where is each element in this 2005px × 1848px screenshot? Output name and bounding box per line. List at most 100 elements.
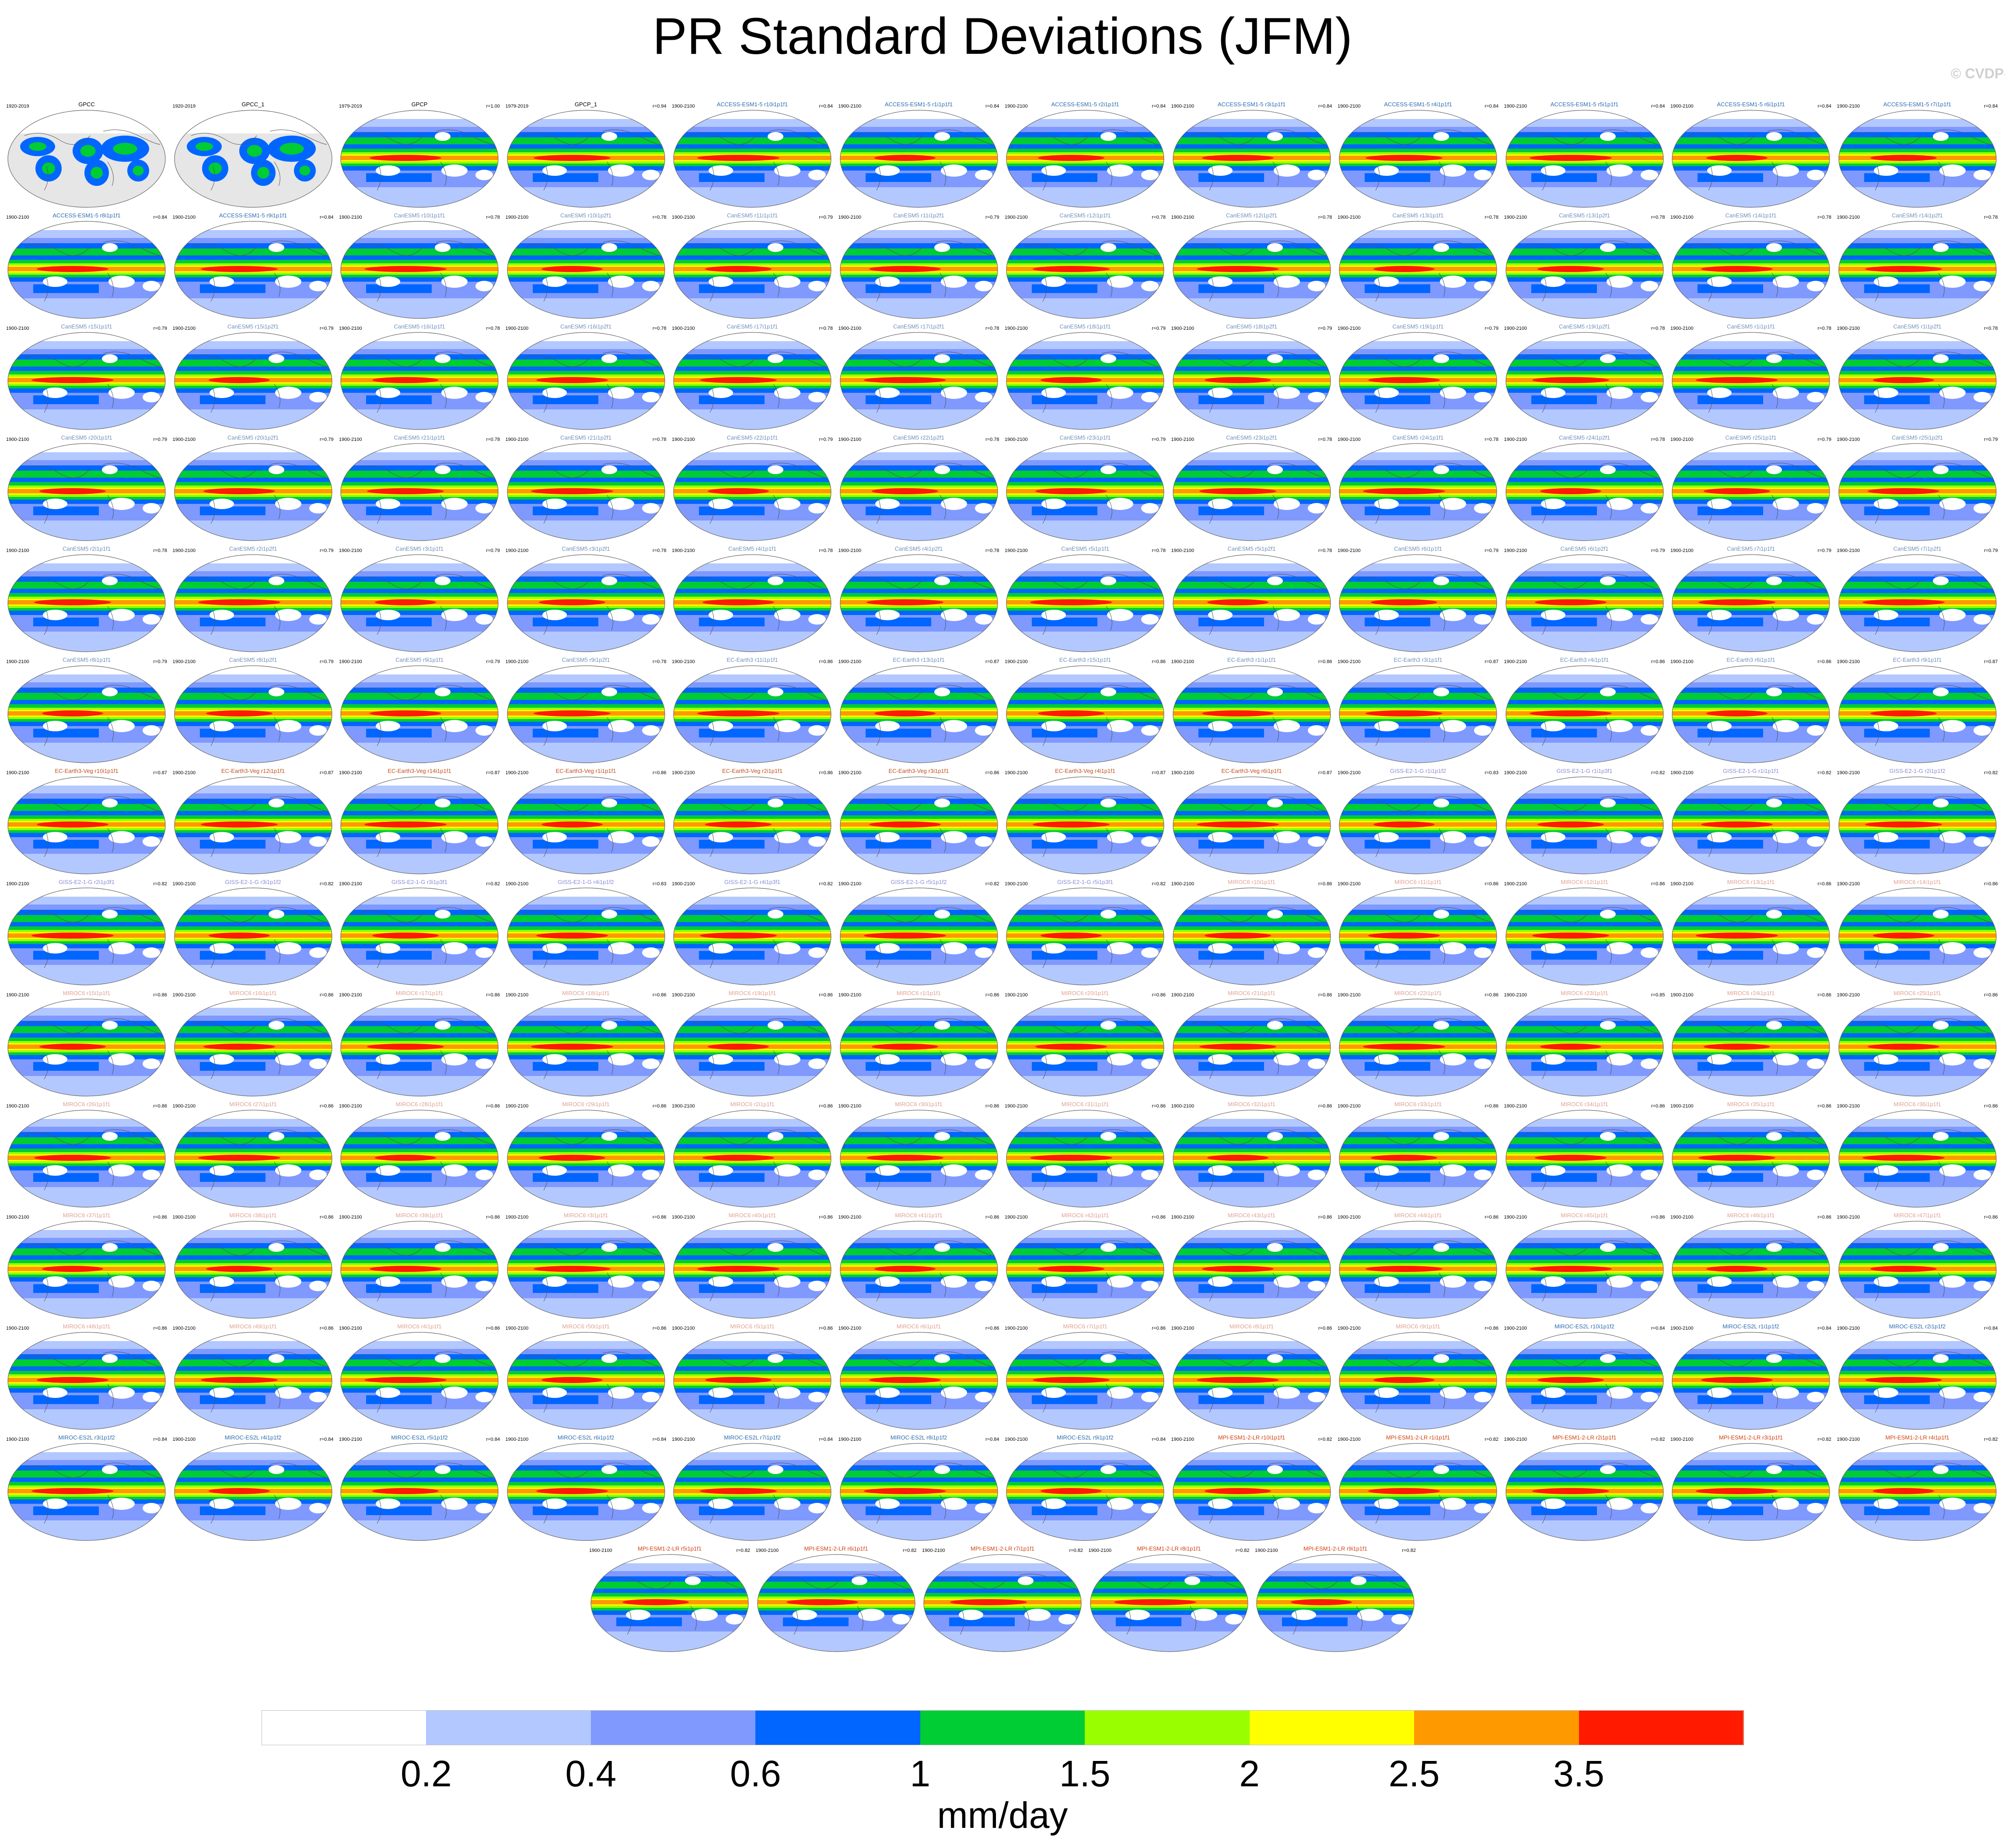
southern-ocean (174, 854, 332, 874)
dry-zone (1474, 392, 1492, 402)
dry-zone (601, 799, 617, 807)
panel-title: CanESM5 r5i1p2f1 (1227, 545, 1276, 552)
world-map (506, 443, 665, 541)
world-map (590, 1554, 749, 1652)
dry-zone (1932, 132, 1949, 141)
southern-ocean (757, 1631, 915, 1652)
dry-zone (1939, 498, 1966, 510)
spcz-band (699, 618, 765, 626)
storm-track-core (1505, 360, 1663, 367)
spcz-band (1365, 1062, 1430, 1071)
spcz-band (1531, 729, 1597, 737)
panel-correlation: r=0.82 (736, 1548, 751, 1553)
dry-zone (542, 276, 567, 287)
panel-title: MIROC6 r33i1p1f1 (1394, 1101, 1442, 1107)
dry-zone (435, 688, 451, 696)
panel-period: 1900-2100 (672, 659, 695, 664)
map-panel: 1900-2100 MPI-ESM1-2-LR r10i1p1f1 r=0.82 (1170, 1435, 1333, 1544)
spcz-band (699, 729, 765, 737)
dry-zone (1141, 614, 1159, 625)
storm-track-core (1672, 1026, 1830, 1033)
spcz-band (1032, 507, 1097, 515)
coastline (1855, 241, 1991, 302)
dry-zone (1307, 503, 1325, 514)
map-panel: 1979-2019 GPCP r=1.00 (338, 101, 501, 211)
pacific-maximum (1366, 1266, 1443, 1272)
dry-zone (268, 576, 284, 585)
storm-track-core (840, 248, 998, 255)
map-panel: 1900-2100 MIROC6 r24i1p1f1 r=0.86 (1670, 990, 1832, 1100)
world-map (1339, 1443, 1497, 1541)
dry-zone (435, 132, 451, 141)
map-outline (1339, 554, 1497, 652)
dry-zone (1773, 1053, 1799, 1065)
map-outline (1006, 554, 1164, 652)
dry-zone (1141, 725, 1159, 736)
world-map (757, 1554, 915, 1652)
pacific-maximum (1368, 933, 1440, 939)
dry-zone (1474, 1058, 1492, 1069)
dry-zone (209, 721, 234, 731)
spcz-band (865, 173, 931, 182)
panel-correlation: r=0.79 (153, 437, 168, 442)
pacific-maximum (1698, 1155, 1775, 1161)
spcz-band (33, 1506, 99, 1515)
panel-period: 1900-2100 (1837, 326, 1860, 331)
map-panel: 1900-2100 MIROC6 r39i1p1f1 r=0.86 (338, 1212, 501, 1322)
southern-ocean (1173, 1187, 1331, 1207)
panel-correlation: r=0.85 (1651, 992, 1665, 998)
world-map (1172, 554, 1331, 652)
map-outline (506, 443, 665, 541)
southern-ocean (1173, 409, 1331, 430)
world-map (1172, 999, 1331, 1097)
panel-title: CanESM5 r20i1p1f1 (61, 434, 112, 441)
dry-zone (435, 243, 451, 252)
map-panel: 1900-2100 EC-Earth3-Veg r2i1p1f1 r=0.86 (671, 768, 834, 877)
map-panel: 1900-2100 MPI-ESM1-2-LR r1i1p1f1 r=0.82 (1337, 1435, 1499, 1544)
southern-ocean (1090, 1631, 1248, 1652)
spcz-band (199, 507, 265, 515)
dry-zone (1606, 1053, 1633, 1065)
dry-zone (768, 799, 783, 807)
dry-zone (1100, 688, 1116, 696)
panel-title: MIROC-ES2L r6i1p1f2 (557, 1434, 615, 1441)
map-outline (1172, 554, 1331, 652)
world-map (673, 776, 831, 874)
spcz-band (1531, 284, 1597, 293)
dry-zone (940, 831, 967, 843)
storm-track-core (174, 1248, 332, 1255)
dry-zone (1267, 799, 1283, 807)
spcz-band (699, 1284, 765, 1293)
pacific-maximum (1363, 488, 1445, 494)
world-map (1172, 665, 1331, 763)
dry-zone (275, 1164, 301, 1177)
dry-zone (1440, 1275, 1466, 1288)
map-outline (174, 221, 332, 319)
panel-correlation: r=0.84 (320, 1437, 334, 1442)
storm-track-core (1339, 1026, 1497, 1033)
dry-zone (1807, 1503, 1824, 1513)
dry-zone (975, 1392, 992, 1402)
dry-zone (1773, 1498, 1799, 1510)
dry-zone (1807, 947, 1824, 958)
pacific-maximum (541, 266, 603, 272)
dry-zone (441, 387, 468, 399)
world-map (1672, 887, 1830, 985)
coastline (524, 463, 660, 524)
dry-zone (1973, 1392, 1991, 1402)
dry-zone (934, 910, 950, 919)
panel-title: GISS-E2-1-G r2i1p3f1 (59, 879, 115, 885)
panel-correlation: r=0.78 (819, 548, 833, 553)
panel-period: 1900-2100 (1504, 437, 1527, 442)
storm-track-core (8, 248, 165, 255)
coastline (524, 129, 660, 191)
dry-zone (1273, 720, 1300, 732)
panel-title: MIROC-ES2L r7i1p1f2 (724, 1434, 781, 1441)
dry-zone (768, 1465, 783, 1474)
pacific-maximum (1704, 1044, 1770, 1050)
dry-zone (1191, 1609, 1217, 1621)
dry-zone (1041, 165, 1066, 176)
dry-zone (768, 243, 783, 252)
panel-period: 1900-2100 (1338, 437, 1361, 442)
southern-ocean (1006, 1187, 1164, 1207)
